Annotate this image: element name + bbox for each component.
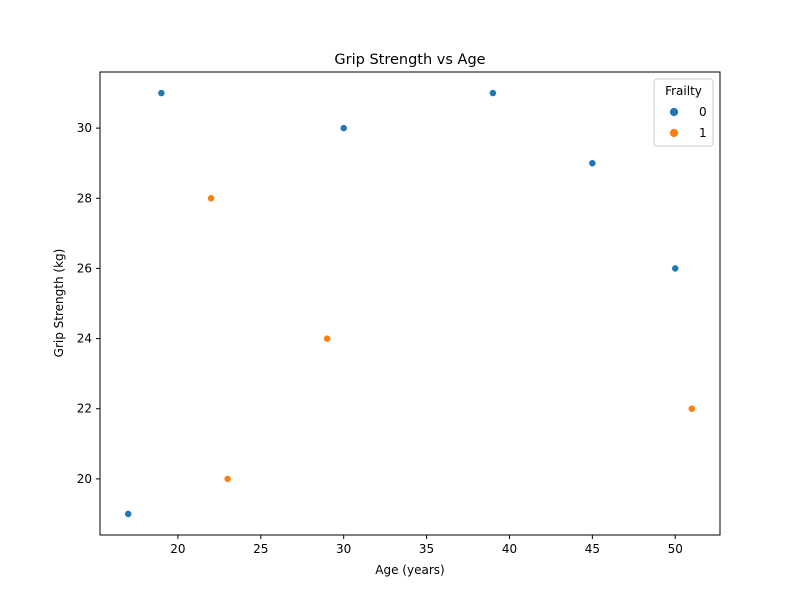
legend-box xyxy=(653,78,714,147)
chart-title: Grip Strength vs Age xyxy=(334,52,485,68)
x-tick-label: 35 xyxy=(419,542,434,556)
y-tick-label: 22 xyxy=(77,402,92,416)
legend-title: Frailty xyxy=(665,84,702,98)
data-point-series-0 xyxy=(124,510,133,518)
x-axis-label: Age (years) xyxy=(375,563,444,577)
legend-marker-series-1 xyxy=(669,128,679,138)
legend-label-series-1: 1 xyxy=(699,126,707,140)
data-point-series-1 xyxy=(207,194,216,203)
data-point-series-0 xyxy=(157,89,166,97)
y-tick-label: 26 xyxy=(77,261,92,275)
data-point-series-0 xyxy=(671,264,680,273)
x-tick-label: 45 xyxy=(585,542,600,556)
legend: Frailty 0 1 xyxy=(653,78,714,147)
plot-frame xyxy=(99,71,721,536)
y-tick-label: 28 xyxy=(77,191,92,205)
x-tick-label: 50 xyxy=(668,542,683,556)
legend-label-series-0: 0 xyxy=(699,105,707,119)
data-point-series-1 xyxy=(687,404,696,413)
y-axis: 20 22 24 26 28 30 xyxy=(77,121,100,486)
data-point-series-0 xyxy=(339,124,348,133)
data-points xyxy=(124,89,696,518)
y-tick-label: 30 xyxy=(77,121,92,135)
data-point-series-1 xyxy=(223,474,232,483)
x-axis: 20 25 30 35 40 45 50 xyxy=(170,535,683,556)
plot-area xyxy=(99,71,721,536)
x-tick-label: 40 xyxy=(502,542,517,556)
x-tick-label: 25 xyxy=(253,542,268,556)
x-tick-label: 30 xyxy=(336,542,351,556)
data-point-series-1 xyxy=(323,334,332,343)
legend-marker-series-0 xyxy=(669,107,679,117)
data-point-series-0 xyxy=(588,159,597,168)
x-tick-label: 20 xyxy=(170,542,185,556)
data-point-series-0 xyxy=(488,89,497,97)
y-tick-label: 24 xyxy=(77,332,92,346)
y-axis-label: Grip Strength (kg) xyxy=(52,249,66,358)
y-tick-label: 20 xyxy=(77,472,92,486)
